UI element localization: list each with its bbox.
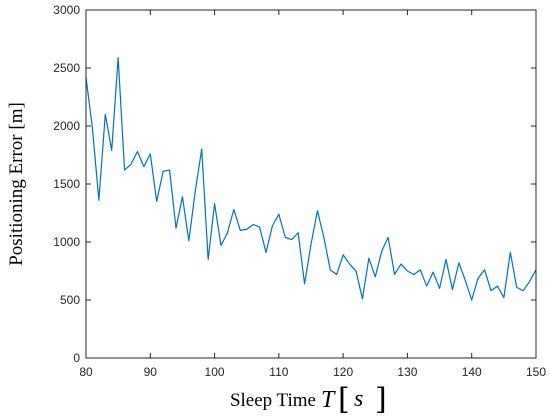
y-tick-label: 3000 xyxy=(53,3,80,17)
tick-labels: 80 90 100 110 120 130 140 150050010001500200025… xyxy=(53,3,546,379)
x-axis-label: Sleep Time T [ s ] xyxy=(230,382,387,417)
y-tick-label: 1000 xyxy=(53,235,80,249)
x-axis-label-symbol: T xyxy=(321,387,336,413)
y-tick-label: 1500 xyxy=(53,177,80,191)
y-tick-label: 2500 xyxy=(53,61,80,75)
y-tick-label: 2000 xyxy=(53,119,80,133)
x-axis-label-unit: s xyxy=(354,386,363,412)
series-line xyxy=(85,56,537,301)
plot-area xyxy=(86,10,536,358)
x-axis-label-left-bracket: [ xyxy=(338,382,350,417)
y-axis-label: Positioning Error [m] xyxy=(6,102,27,266)
y-tick-label: 0 xyxy=(73,351,80,365)
y-tick-label: 500 xyxy=(60,293,80,307)
x-tick-label: 90 xyxy=(144,365,158,379)
plot-frame xyxy=(85,9,537,359)
x-tick-label: 120 xyxy=(333,365,353,379)
x-tick-label: 110 xyxy=(269,365,288,379)
x-axis-label-right-bracket: ] xyxy=(375,382,387,417)
x-tick-label: 100 xyxy=(205,365,225,379)
x-tick-label: 140 xyxy=(462,365,482,379)
x-tick-label: 150 xyxy=(526,365,546,379)
x-tick-label: 130 xyxy=(397,365,417,379)
x-axis-label-text: Sleep Time xyxy=(230,390,316,411)
x-tick-label: 80 xyxy=(79,365,93,379)
